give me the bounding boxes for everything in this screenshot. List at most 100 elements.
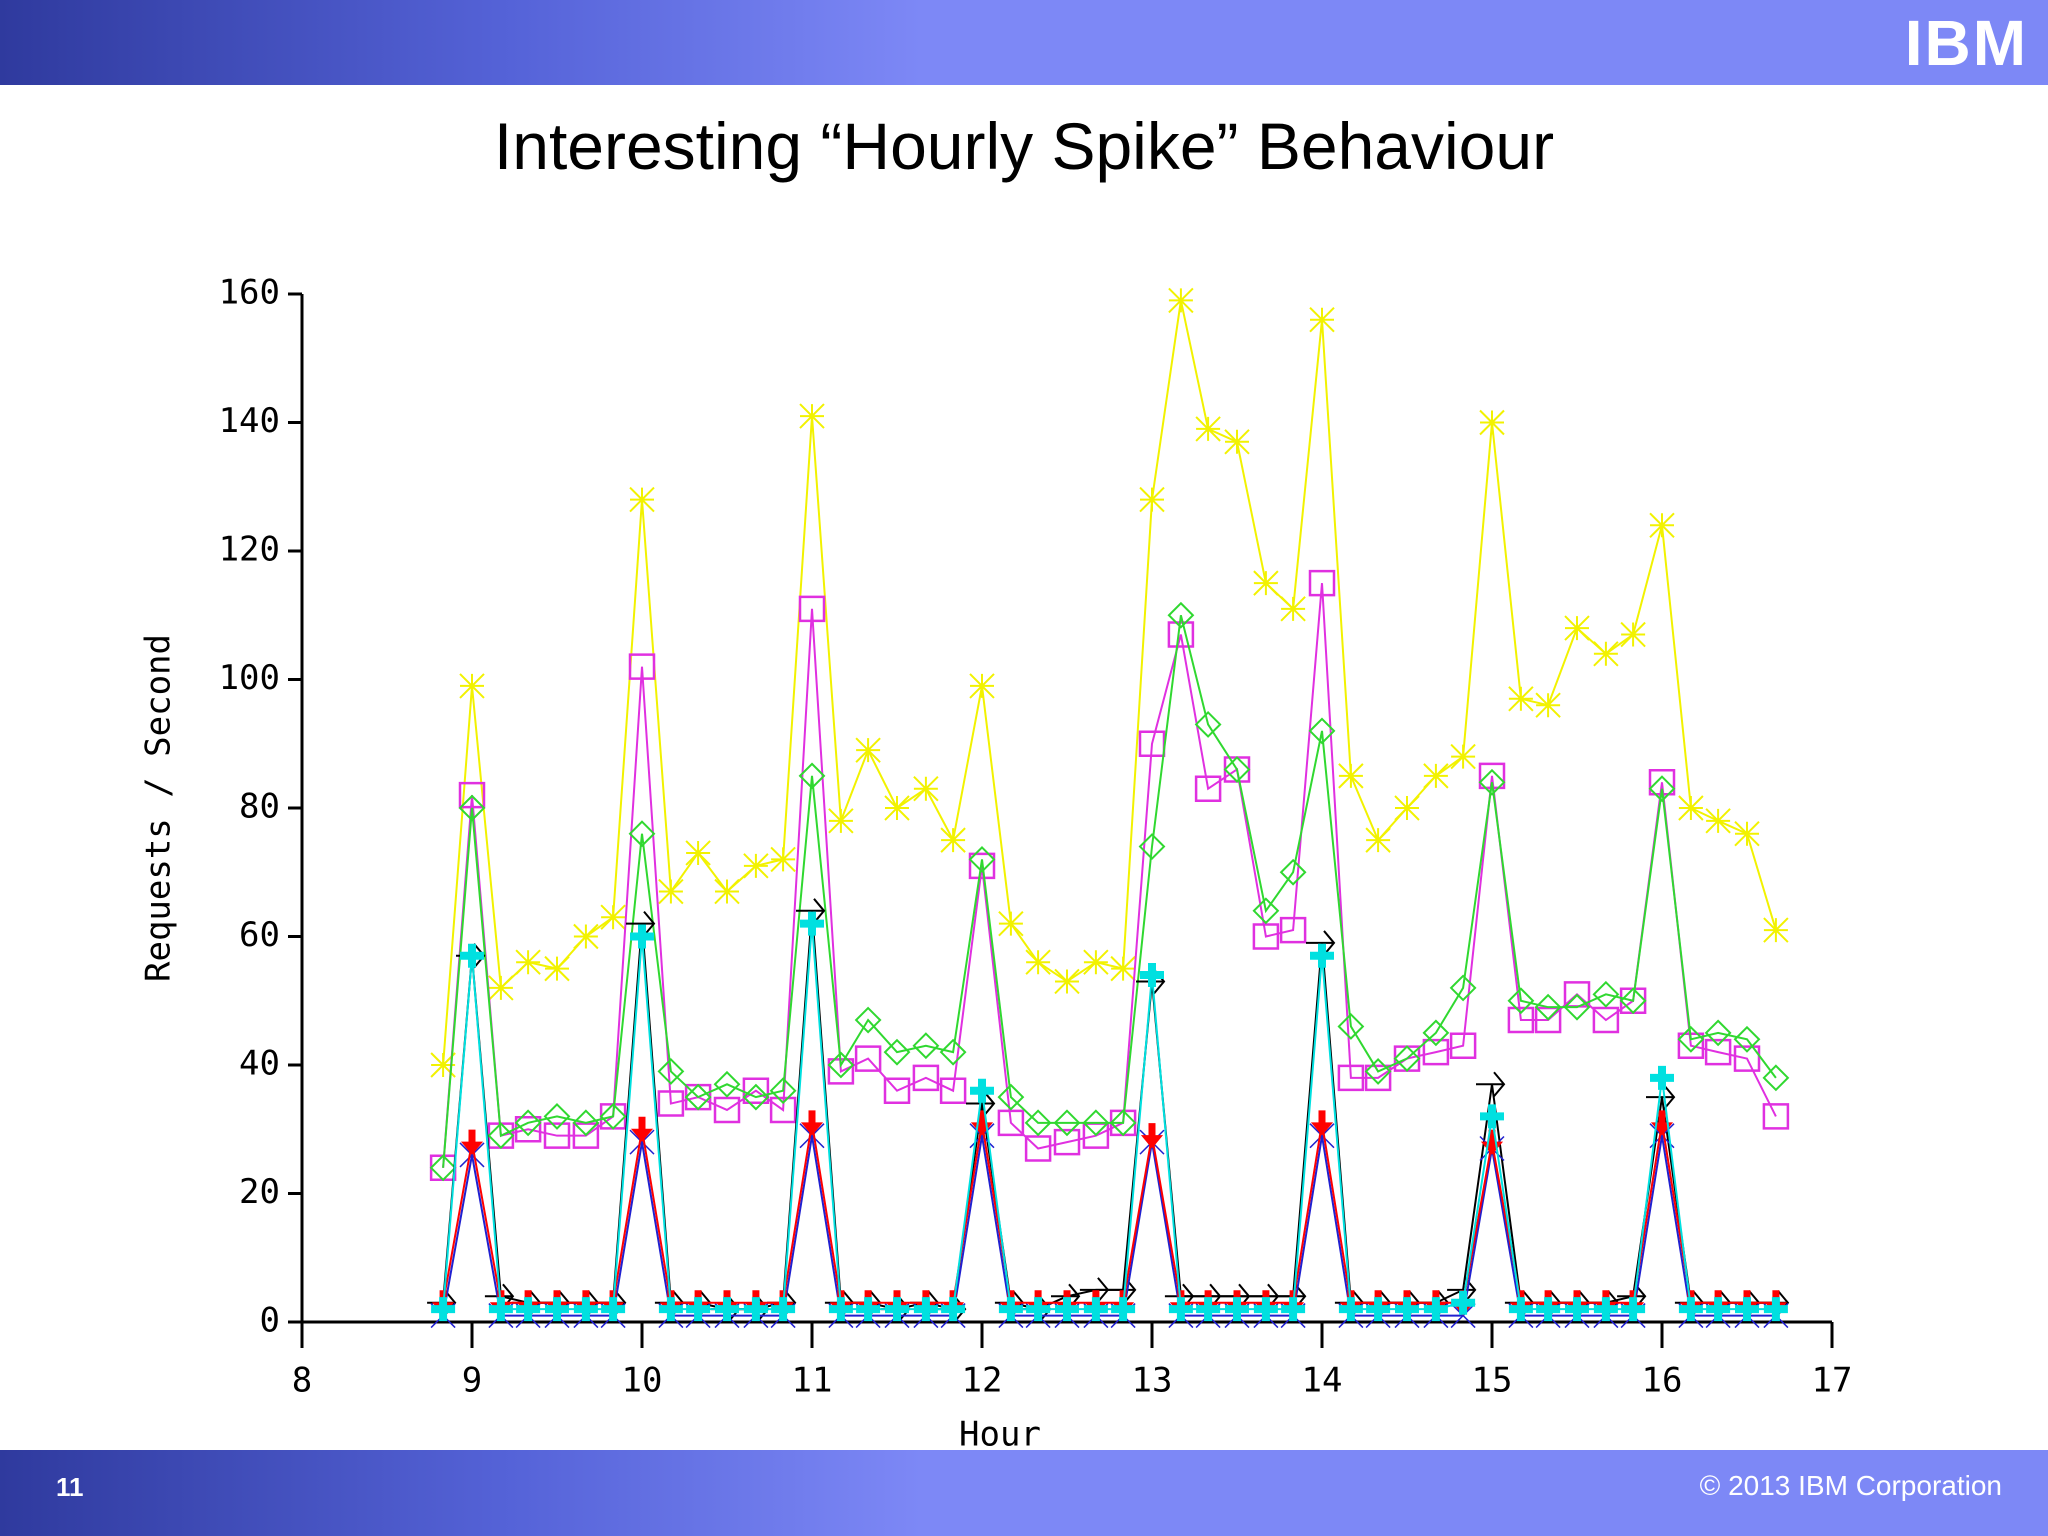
marker: [1478, 762, 1506, 790]
x-tick-label: 12: [962, 1361, 1003, 1401]
x-tick-label: 10: [622, 1361, 663, 1401]
marker: [1677, 1025, 1705, 1053]
marker: [1733, 1025, 1761, 1053]
marker: [885, 1297, 909, 1322]
marker: [684, 1083, 712, 1111]
marker: [684, 1083, 712, 1111]
marker: [1223, 756, 1251, 783]
marker: [1280, 596, 1306, 622]
series-line: [442, 910, 1776, 1311]
marker: [572, 1122, 600, 1149]
marker: [460, 1129, 484, 1155]
marker: [1478, 768, 1506, 796]
marker: [628, 820, 656, 848]
marker: [856, 1297, 881, 1322]
marker: [771, 1297, 796, 1322]
marker: [800, 911, 824, 936]
marker: [1422, 1019, 1450, 1047]
series-line: [442, 300, 1777, 1066]
marker: [514, 1109, 542, 1137]
marker: [599, 1102, 627, 1130]
marker: [1762, 1064, 1790, 1092]
x-tick-label: 16: [1642, 1361, 1683, 1401]
marker: [969, 673, 995, 699]
marker: [1705, 808, 1731, 834]
marker: [1763, 1297, 1788, 1322]
marker: [658, 1297, 683, 1322]
marker: [940, 827, 966, 853]
marker: [1762, 1103, 1790, 1130]
marker: [1706, 1297, 1731, 1322]
marker: [544, 955, 570, 982]
marker: [1053, 1109, 1081, 1137]
marker: [1650, 1065, 1674, 1090]
marker: [1252, 897, 1280, 925]
marker: [1649, 512, 1675, 539]
marker: [1619, 987, 1647, 1015]
x-tick-label: 11: [792, 1361, 833, 1401]
marker: [799, 1123, 825, 1149]
chart: Hour Requests / Second 0 20 40 60 80 100 120 14…: [139, 273, 1853, 1451]
marker: [1763, 917, 1789, 943]
marker: [1423, 1297, 1448, 1322]
marker: [743, 853, 769, 879]
marker: [1309, 1123, 1335, 1149]
marker: [883, 1038, 911, 1066]
marker: [1508, 686, 1534, 712]
marker: [573, 923, 599, 950]
marker: [1395, 1297, 1419, 1322]
logo: IBM: [1904, 7, 2028, 79]
marker: [1055, 1297, 1079, 1322]
marker: [1168, 1297, 1193, 1322]
marker: [1593, 641, 1619, 667]
marker: [573, 1297, 598, 1322]
marker: [997, 1109, 1025, 1137]
marker: [430, 1052, 456, 1078]
marker: [515, 949, 541, 975]
x-tick-label: 13: [1132, 1361, 1173, 1401]
marker: [657, 1058, 685, 1085]
marker: [429, 1154, 457, 1182]
marker: [1338, 1297, 1363, 1322]
marker: [912, 1032, 940, 1060]
marker: [429, 1154, 457, 1182]
marker: [1308, 569, 1336, 597]
marker: [798, 762, 826, 790]
marker: [1451, 1290, 1476, 1315]
marker: [488, 1297, 513, 1322]
marker: [796, 898, 826, 924]
marker: [998, 910, 1024, 937]
marker: [1564, 615, 1590, 641]
marker: [1223, 756, 1251, 783]
marker: [1648, 769, 1676, 796]
marker: [1279, 858, 1307, 886]
marker: [629, 1129, 655, 1155]
marker: [1167, 601, 1195, 629]
marker: [743, 1297, 768, 1322]
marker: [1476, 1071, 1506, 1097]
marker: [1140, 1123, 1164, 1149]
marker: [913, 1297, 938, 1322]
y-tick-label: 40: [239, 1044, 280, 1084]
marker: [626, 911, 656, 937]
page-number: 11: [56, 1472, 84, 1502]
marker: [1480, 1104, 1504, 1129]
marker: [629, 486, 655, 513]
marker: [715, 1297, 739, 1322]
marker: [1224, 429, 1250, 455]
marker: [770, 846, 796, 873]
y-tick-label: 160: [219, 273, 280, 313]
marker: [1083, 949, 1109, 975]
marker: [600, 904, 626, 930]
marker: [968, 852, 996, 880]
marker: [714, 878, 740, 905]
series-line: [442, 615, 1777, 1168]
marker: [939, 1077, 967, 1104]
marker: [1024, 1109, 1052, 1137]
bottom-banner: 11 © 2013 IBM Corporation: [0, 1450, 2048, 1536]
marker: [658, 878, 684, 905]
marker: [1140, 963, 1164, 988]
y-tick-label: 80: [239, 787, 280, 827]
marker: [1337, 1064, 1365, 1092]
marker: [1109, 1109, 1137, 1137]
